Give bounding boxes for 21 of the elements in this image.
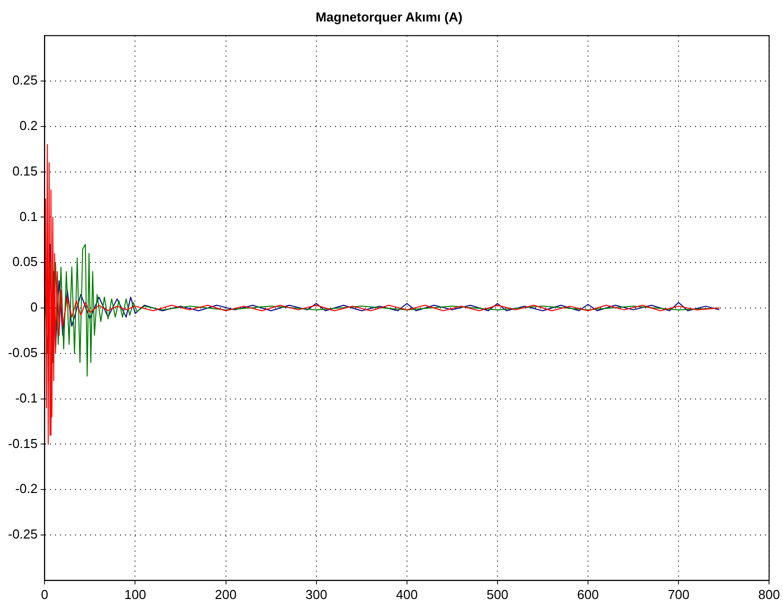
y-tick-label: -0.1 [15,390,38,406]
y-tick-label: 0.2 [20,118,38,133]
y-tick-label: -0.25 [8,526,38,542]
y-tick-label: -0.15 [8,436,38,451]
x-tick-label: 0 [41,586,48,602]
y-tick-label: 0.05 [12,254,38,270]
y-tick-label: -0.05 [8,344,38,360]
x-tick-label: 700 [668,586,690,602]
y-tick-label: 0.15 [12,163,38,178]
y-tick-label: -0.2 [15,481,38,496]
x-tick-label: 100 [124,586,146,602]
x-tick-label: 500 [486,586,508,602]
y-tick-label: 0 [30,300,38,315]
x-tick-label: 300 [305,586,328,602]
chart-title: Magnetorquer Akımı (A) [316,9,462,24]
y-tick-label: 0.1 [20,208,38,224]
x-tick-label: 400 [396,586,418,602]
x-tick-label: 200 [214,586,237,602]
x-tick-label: 800 [758,586,780,602]
y-tick-label: 0.25 [12,72,38,88]
x-tick-label: 600 [577,586,599,602]
